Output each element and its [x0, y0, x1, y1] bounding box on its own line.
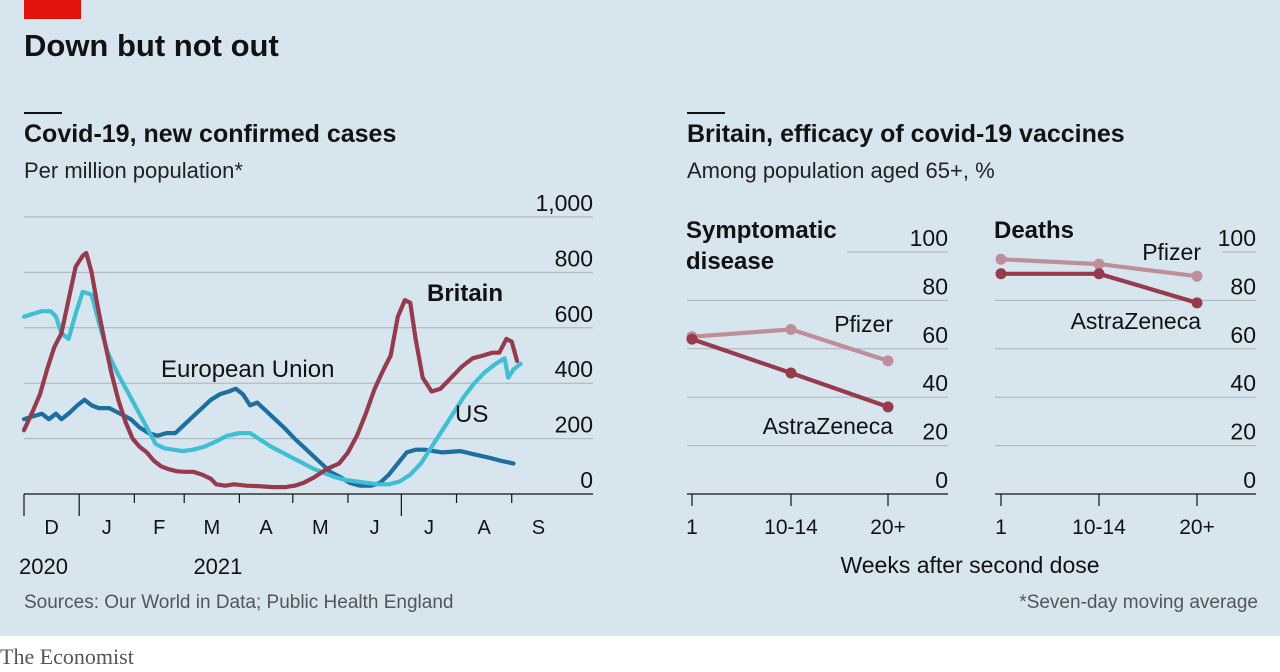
efficacy-point-astrazeneca — [1191, 297, 1203, 309]
efficacy-y-tick-label: 80 — [922, 273, 948, 299]
cases-x-tick-label: J — [424, 517, 434, 539]
brand-tag — [24, 0, 81, 19]
footnote: *Seven-day moving average — [1019, 592, 1258, 613]
title-rule-left — [24, 112, 62, 114]
vaccine-chart-title: Britain, efficacy of covid-19 vaccines — [687, 120, 1125, 148]
panel-title-0-line-0: Symptomatic — [686, 217, 837, 244]
label-european-union: European Union — [161, 356, 334, 383]
efficacy-x-axis-label: Weeks after second dose — [840, 552, 1099, 578]
efficacy-point-pfizer — [1191, 270, 1203, 282]
efficacy-y-tick-label: 40 — [922, 370, 948, 396]
label-astrazeneca-panel-0: AstraZeneca — [763, 413, 894, 439]
efficacy-point-pfizer — [1093, 258, 1105, 270]
efficacy-point-astrazeneca — [995, 268, 1007, 280]
efficacy-x-tick-label: 10-14 — [764, 516, 818, 539]
efficacy-x-tick-label: 1 — [995, 516, 1007, 539]
sources-note: Sources: Our World in Data; Public Healt… — [24, 592, 454, 613]
efficacy-point-astrazeneca — [1093, 268, 1105, 280]
efficacy-x-tick-label: 1 — [686, 516, 698, 539]
efficacy-point-pfizer — [785, 323, 797, 335]
cases-x-tick-label: J — [370, 517, 380, 539]
efficacy-point-astrazeneca — [882, 401, 894, 413]
cases-x-tick-label: M — [312, 517, 329, 539]
cases-y-tick-label: 200 — [555, 412, 593, 438]
panel-title-0-line-1: disease — [686, 248, 774, 275]
title-rule-right — [687, 112, 725, 114]
series-line-britain — [21, 250, 520, 490]
efficacy-y-tick-label: 20 — [1230, 419, 1256, 445]
cases-x-tick-label: S — [532, 517, 545, 539]
label-us: US — [455, 401, 488, 428]
label-britain: Britain — [427, 280, 503, 307]
efficacy-y-tick-label: 100 — [910, 225, 948, 251]
panel-title-1-line-0: Deaths — [994, 217, 1074, 244]
efficacy-point-astrazeneca — [785, 367, 797, 379]
brand-wordmark: The Economist — [0, 644, 134, 669]
efficacy-y-tick-label: 60 — [922, 322, 948, 348]
cases-y-tick-label: 1,000 — [535, 190, 593, 216]
efficacy-point-pfizer — [995, 253, 1007, 265]
cases-x-tick-label: J — [102, 517, 112, 539]
efficacy-x-tick-label: 10-14 — [1072, 516, 1126, 539]
efficacy-point-astrazeneca — [686, 333, 698, 345]
cases-year-label: 2021 — [193, 554, 242, 579]
efficacy-y-tick-label: 40 — [1230, 370, 1256, 396]
label-astrazeneca-panel-1: AstraZeneca — [1071, 308, 1202, 334]
cases-y-tick-label: 600 — [555, 301, 593, 327]
page-title: Down but not out — [24, 28, 279, 63]
series-line-us — [21, 289, 523, 487]
series-line-european-union — [21, 386, 516, 488]
cases-x-tick-label: A — [259, 517, 273, 539]
label-pfizer-panel-0: Pfizer — [834, 311, 893, 337]
efficacy-x-tick-label: 20+ — [870, 516, 906, 539]
label-pfizer-panel-1: Pfizer — [1142, 239, 1201, 265]
cases-chart-title: Covid-19, new confirmed cases — [24, 120, 397, 148]
cases-year-label: 2020 — [19, 554, 68, 579]
cases-x-tick-label: F — [153, 517, 165, 539]
efficacy-y-tick-label: 60 — [1230, 322, 1256, 348]
chart-panel — [0, 0, 1280, 636]
cases-y-tick-label: 800 — [555, 245, 593, 271]
efficacy-y-tick-label: 0 — [935, 467, 948, 493]
efficacy-x-tick-label: 20+ — [1179, 516, 1215, 539]
cases-x-tick-label: M — [203, 517, 220, 539]
efficacy-y-tick-label: 80 — [1230, 273, 1256, 299]
cases-x-tick-label: D — [44, 517, 58, 539]
vaccine-chart-subtitle: Among population aged 65+, % — [687, 158, 995, 183]
efficacy-y-tick-label: 0 — [1243, 467, 1256, 493]
efficacy-y-tick-label: 20 — [922, 419, 948, 445]
efficacy-point-pfizer — [882, 355, 894, 367]
cases-y-tick-label: 0 — [580, 467, 593, 493]
cases-x-tick-label: A — [477, 517, 491, 539]
cases-y-tick-label: 400 — [555, 356, 593, 382]
cases-chart-subtitle: Per million population* — [24, 158, 243, 183]
efficacy-y-tick-label: 100 — [1218, 225, 1256, 251]
